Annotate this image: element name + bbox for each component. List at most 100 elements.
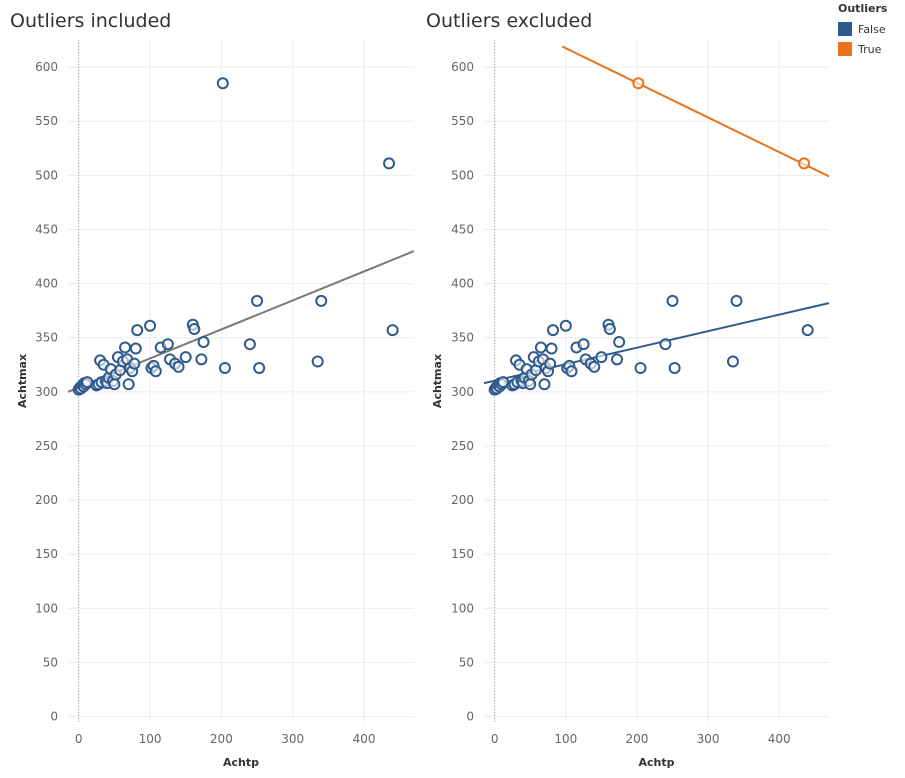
data-point [243, 338, 256, 351]
legend-label-true: True [858, 42, 882, 56]
data-point [613, 336, 626, 349]
data-point [128, 357, 141, 370]
data-point [595, 351, 608, 364]
x-tick-label: 0 [75, 732, 83, 746]
trend-line [561, 45, 829, 178]
y-tick-label: 400 [451, 277, 474, 291]
y-tick-label: 100 [35, 601, 58, 615]
data-point [172, 360, 185, 373]
data-point [122, 378, 135, 391]
x-tick-label: 300 [697, 732, 720, 746]
x-tick-label: 400 [768, 732, 791, 746]
legend-item-false[interactable]: False [838, 19, 887, 39]
x-axis-label: Achtp [639, 756, 675, 769]
data-point [603, 323, 616, 336]
y-tick-label: 500 [35, 168, 58, 182]
data-point [611, 353, 624, 366]
data-point [544, 357, 557, 370]
x-tick-label: 100 [554, 732, 577, 746]
chart-title: Outliers excluded [426, 10, 592, 32]
y-tick-label: 500 [451, 168, 474, 182]
legend-label-false: False [858, 22, 886, 36]
chart-panel-left: Outliers included 0 50 100 150 200 250 300 350 40… [10, 10, 414, 769]
x-tick-label: 100 [139, 732, 162, 746]
y-tick-label: 550 [451, 114, 474, 128]
y-tick-label: 600 [35, 60, 58, 74]
data-point [311, 355, 324, 368]
data-point [730, 294, 743, 307]
legend: Outliers False True [838, 2, 887, 59]
data-point [547, 324, 559, 337]
trendlines [484, 45, 829, 385]
y-tick-label: 600 [451, 60, 474, 74]
y-tick-label: 250 [35, 439, 58, 453]
data-point [131, 324, 144, 337]
y-tick-label: 300 [35, 385, 58, 399]
y-tick-label: 350 [451, 331, 474, 345]
data-point [634, 362, 647, 375]
x-tick-label: 200 [210, 732, 233, 746]
y-tick-label: 150 [451, 547, 474, 561]
y-axis-label: Achtmax [16, 354, 29, 408]
data-point [188, 323, 201, 336]
data-point [668, 362, 681, 375]
y-tick-label: 0 [50, 710, 58, 724]
data-point [545, 342, 558, 355]
y-tick-label: 250 [451, 439, 474, 453]
data-point [588, 360, 601, 373]
x-tick-label: 200 [625, 732, 648, 746]
data-point [538, 378, 551, 391]
series-points [72, 77, 399, 396]
series-points [488, 294, 814, 396]
x-tick-label: 400 [353, 732, 376, 746]
series-points [632, 77, 811, 170]
chart-title: Outliers included [10, 10, 171, 32]
y-tick-label: 50 [43, 655, 58, 669]
x-tick-label: 0 [491, 732, 499, 746]
x-tick-label: 300 [281, 732, 304, 746]
legend-item-true[interactable]: True [838, 39, 887, 59]
y-tick-label: 550 [35, 114, 58, 128]
data-point [659, 338, 672, 351]
data-point [197, 336, 210, 349]
data-point [666, 294, 679, 307]
data-point [534, 341, 547, 354]
data-point [315, 294, 328, 307]
data-point [108, 378, 121, 391]
x-axis-label: Achtp [223, 756, 259, 769]
data-point [195, 353, 208, 366]
data-point [129, 342, 142, 355]
data-point [801, 324, 814, 337]
y-axis-label: Achtmax [431, 354, 444, 408]
y-tick-label: 350 [35, 331, 58, 345]
data-point [218, 362, 231, 375]
y-tick-label: 450 [451, 222, 474, 236]
y-tick-label: 450 [35, 222, 58, 236]
data-point [216, 77, 229, 90]
data-point [559, 319, 572, 332]
data-point [149, 365, 162, 378]
data-point [251, 294, 264, 307]
y-tick-label: 300 [451, 385, 474, 399]
data-point [119, 341, 132, 354]
data-point [632, 77, 645, 90]
legend-swatch-true [838, 42, 852, 56]
data-point [161, 338, 174, 351]
y-tick-label: 400 [35, 277, 58, 291]
legend-swatch-false [838, 22, 852, 36]
data-point [577, 338, 590, 351]
data-point [726, 355, 739, 368]
data-point [565, 365, 578, 378]
data-point [386, 324, 399, 337]
legend-title: Outliers [838, 2, 888, 15]
chart-panel-right: Outliers excluded 0 50 100 150 200 250 300 350 40… [426, 10, 829, 769]
y-tick-label: 150 [35, 547, 58, 561]
data-point [253, 362, 266, 375]
data-point [383, 157, 396, 170]
data-point [144, 319, 157, 332]
data-point [179, 351, 192, 364]
y-tick-label: 100 [451, 601, 474, 615]
y-tick-label: 200 [35, 493, 58, 507]
y-tick-label: 200 [451, 493, 474, 507]
